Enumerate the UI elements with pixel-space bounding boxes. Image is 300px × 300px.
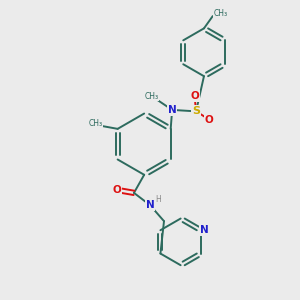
Text: O: O: [205, 115, 214, 124]
Text: CH₃: CH₃: [89, 119, 103, 128]
Text: CH₃: CH₃: [214, 9, 228, 18]
Text: N: N: [168, 105, 176, 115]
Text: O: O: [190, 91, 199, 101]
Text: N: N: [200, 225, 209, 235]
Text: H: H: [155, 195, 161, 204]
Text: S: S: [192, 106, 200, 116]
Text: N: N: [146, 200, 154, 210]
Text: O: O: [113, 185, 122, 195]
Text: CH₃: CH₃: [145, 92, 159, 101]
